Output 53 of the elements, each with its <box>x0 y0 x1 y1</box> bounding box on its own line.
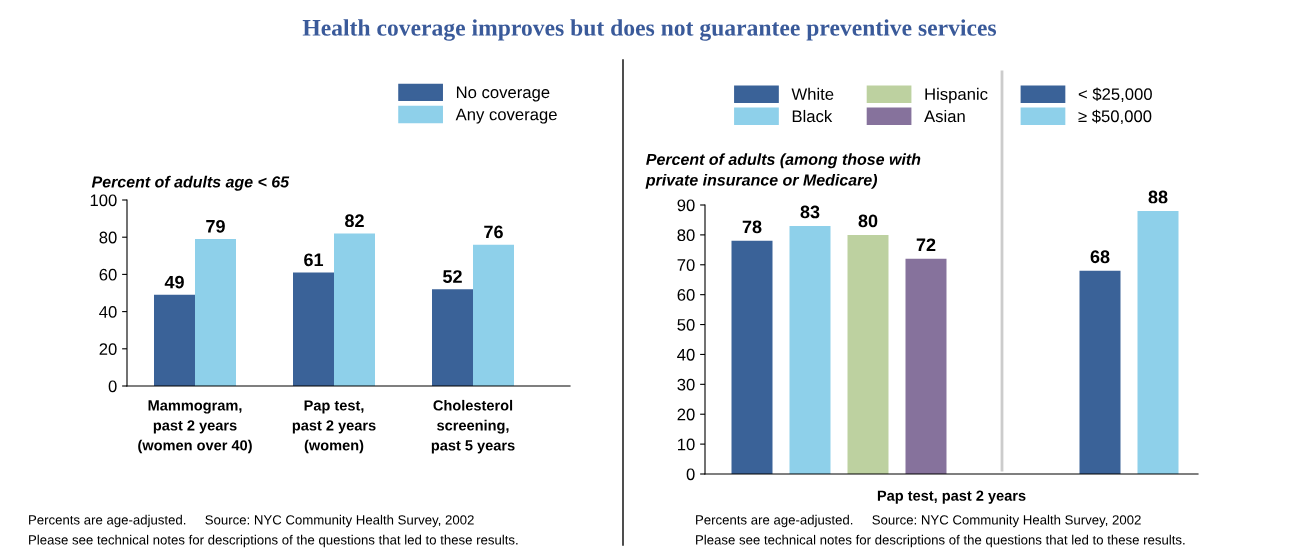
legend-label: No coverage <box>456 86 550 102</box>
legend-label: < $25,000 <box>1078 87 1152 102</box>
y-tick-label: 40 <box>677 348 695 361</box>
y-tick-label: 70 <box>677 259 695 271</box>
y-tick-label: 20 <box>99 343 117 355</box>
data-label: 82 <box>345 214 364 228</box>
data-label: 72 <box>916 238 936 252</box>
data-label: 78 <box>742 220 762 234</box>
y-tick-label: 80 <box>99 231 117 244</box>
data-label: 49 <box>164 275 184 289</box>
legend-label: Any coverage <box>455 108 557 124</box>
y-tick-label: 0 <box>686 468 695 481</box>
y-tick-label: 60 <box>99 268 117 281</box>
data-label: 76 <box>484 225 503 239</box>
x-tick-label: Mammogram, past 2 years (women over 40) <box>138 400 252 454</box>
bar <box>154 294 195 386</box>
y-tick-label: 100 <box>90 194 117 207</box>
text: Percents are age-adjusted. Source: NYC Community Health Survey, 2002 <box>696 514 1141 528</box>
y-tick-label: 30 <box>677 378 695 391</box>
x-tick-label: Cholesterol screening, past 5 years <box>431 399 515 454</box>
data-label: 68 <box>1090 250 1110 264</box>
y-tick-label: 90 <box>677 199 695 212</box>
x-axis-title: Pap test, past 2 years <box>877 490 1026 504</box>
legend-label: Black <box>792 109 833 123</box>
y-axis-title: Percent of adults (among those with private insurance or Medicare) <box>645 153 921 189</box>
y-tick-label: 80 <box>677 229 695 242</box>
text: Please see technical notes for descriptions of the questions that led to these results. <box>696 534 1185 548</box>
y-tick-label: 0 <box>108 380 117 393</box>
y-tick-label: 50 <box>677 318 695 331</box>
legend-label: Asian <box>924 109 965 123</box>
legend-label: ≥ $50,000 <box>1078 109 1152 125</box>
data-label: 52 <box>443 270 462 283</box>
text: Percents are age-adjusted. Source: NYC Community Health Survey, 2002 <box>29 514 474 528</box>
data-label: 88 <box>1148 190 1168 204</box>
x-tick-label: Pap test, past 2 years (women) <box>292 400 376 454</box>
bar <box>432 289 473 386</box>
bar <box>195 239 236 386</box>
y-tick-label: 10 <box>678 438 695 451</box>
text: Health coverage improves but does not guarantee preventive services <box>302 19 997 41</box>
bar <box>334 233 375 386</box>
data-label: 83 <box>800 205 820 219</box>
bar <box>293 272 334 386</box>
y-tick-label: 40 <box>99 306 117 318</box>
data-label: 79 <box>206 219 225 233</box>
y-axis-title: Percent of adults age < 65 <box>91 175 290 191</box>
bar <box>473 244 514 386</box>
data-label: 80 <box>858 214 878 228</box>
legend-label: Hispanic <box>925 87 988 104</box>
data-label: 61 <box>304 253 324 267</box>
y-tick-label: 20 <box>677 408 695 421</box>
legend-label: White <box>791 87 834 101</box>
y-tick-label: 60 <box>677 289 695 301</box>
text: Please see technical notes for descriptions of the questions that led to these results. <box>29 534 518 548</box>
